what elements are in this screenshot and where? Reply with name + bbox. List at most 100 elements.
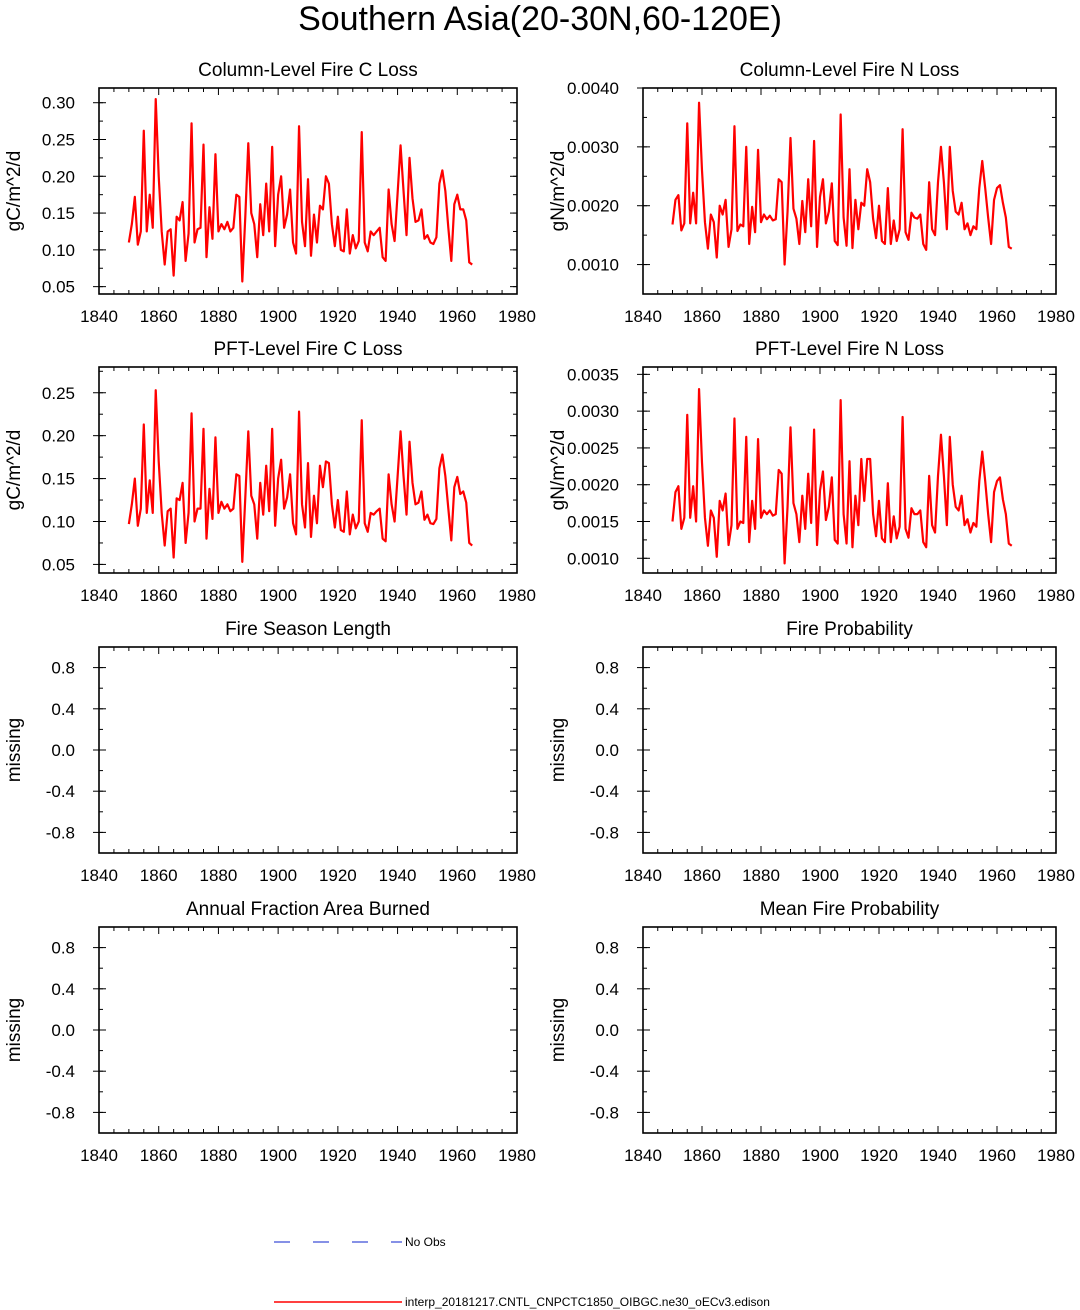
y-tick-label: 0.0030 [567, 138, 619, 157]
y-tick-label: -0.8 [590, 823, 619, 842]
y-tick-label: 0.0035 [567, 365, 619, 384]
y-tick-label: 0.10 [42, 241, 75, 260]
y-axis-label: missing [4, 718, 25, 782]
chart-title: Column-Level Fire N Loss [740, 60, 960, 81]
x-tick-label: 1860 [683, 866, 721, 885]
x-tick-label: 1940 [379, 586, 417, 605]
chart-title: Column-Level Fire C Loss [198, 60, 418, 81]
y-tick-label: 0.0020 [567, 476, 619, 495]
legend-obs-label: No Obs [405, 1235, 446, 1249]
y-tick-label: 0.4 [51, 980, 75, 999]
x-tick-label: 1880 [200, 586, 238, 605]
y-axis-label: gC/m^2/d [4, 430, 25, 511]
x-tick-label: 1840 [80, 866, 118, 885]
legend: No Obs interp_20181217.CNTL_CNPCTC1850_O… [274, 1235, 770, 1309]
y-tick-label: 0.0030 [567, 402, 619, 421]
chart-panel-1: Column-Level Fire C Loss gC/m^2/d 1840 1860… [4, 60, 536, 326]
x-tick-label: 1840 [624, 586, 662, 605]
x-tick-label: 1880 [742, 307, 780, 326]
y-tick-label: 0.0015 [567, 513, 619, 532]
y-tick-label: 0.4 [595, 700, 619, 719]
x-tick-label: 1920 [319, 866, 357, 885]
y-tick-label: 0.0010 [567, 256, 619, 275]
y-tick-label: -0.8 [46, 823, 75, 842]
chart-panel-4: PFT-Level Fire N Loss gN/m^2/d 1840 1860 188… [548, 339, 1075, 605]
plot-frame [642, 366, 1057, 574]
chart-title: Annual Fraction Area Burned [186, 899, 430, 920]
y-tick-label: 0.30 [42, 94, 75, 113]
y-tick-label: 0.8 [595, 659, 619, 678]
chart-panel-7: Annual Fraction Area Burned missing 1840 18… [4, 899, 536, 1165]
x-tick-label: 1860 [140, 1146, 178, 1165]
x-tick-label: 1920 [860, 866, 898, 885]
x-tick-label: 1920 [319, 307, 357, 326]
chart-title: Fire Season Length [225, 619, 391, 640]
x-tick-label: 1880 [742, 1146, 780, 1165]
y-tick-label: 0.8 [51, 939, 75, 958]
x-tick-label: 1940 [379, 1146, 417, 1165]
x-tick-label: 1860 [683, 307, 721, 326]
x-tick-label: 1860 [140, 307, 178, 326]
y-tick-label: 0.05 [42, 278, 75, 297]
x-tick-label: 1900 [259, 307, 297, 326]
panels: Column-Level Fire C Loss gC/m^2/d 1840 1860… [4, 60, 1075, 1165]
chart-title: Fire Probability [786, 619, 913, 640]
x-tick-label: 1980 [1037, 307, 1075, 326]
y-tick-label: 0.15 [42, 204, 75, 223]
plot-frame [642, 926, 1057, 1134]
y-tick-label: -0.8 [46, 1103, 75, 1122]
y-tick-label: 0.0 [51, 741, 75, 760]
y-tick-label: 0.0020 [567, 197, 619, 216]
x-tick-label: 1960 [438, 866, 476, 885]
x-tick-label: 1920 [319, 1146, 357, 1165]
y-tick-label: 0.15 [42, 470, 75, 489]
x-tick-label: 1940 [379, 866, 417, 885]
y-tick-label: 0.0025 [567, 439, 619, 458]
chart-panel-6: Fire Probability missing 1840 1860 1880 1900 1… [548, 619, 1075, 885]
y-tick-label: -0.4 [46, 1062, 75, 1081]
y-tick-label: 0.0 [595, 1021, 619, 1040]
chart-title: PFT-Level Fire C Loss [214, 339, 403, 360]
y-tick-label: 0.0040 [567, 79, 619, 98]
y-tick-label: -0.8 [590, 1103, 619, 1122]
y-axis-label: gC/m^2/d [4, 151, 25, 232]
plot-frame [642, 87, 1057, 295]
x-tick-label: 1940 [919, 307, 957, 326]
x-tick-label: 1840 [80, 307, 118, 326]
x-tick-label: 1880 [200, 307, 238, 326]
x-tick-label: 1980 [498, 866, 536, 885]
x-tick-label: 1860 [140, 866, 178, 885]
x-tick-label: 1920 [860, 586, 898, 605]
x-tick-label: 1860 [140, 586, 178, 605]
x-tick-label: 1860 [683, 1146, 721, 1165]
x-tick-label: 1960 [438, 307, 476, 326]
x-tick-label: 1900 [801, 307, 839, 326]
chart-title: PFT-Level Fire N Loss [755, 339, 944, 360]
chart-panel-3: PFT-Level Fire C Loss gC/m^2/d 1840 1860 188… [4, 339, 536, 605]
x-tick-label: 1900 [259, 866, 297, 885]
x-tick-label: 1940 [919, 866, 957, 885]
x-tick-label: 1920 [319, 586, 357, 605]
page-title: Southern Asia(20-30N,60-120E) [298, 0, 782, 38]
series-line [671, 101, 1013, 266]
legend-model-label: interp_20181217.CNTL_CNPCTC1850_OIBGC.ne… [405, 1295, 770, 1309]
x-tick-label: 1980 [498, 1146, 536, 1165]
x-tick-label: 1840 [80, 586, 118, 605]
y-tick-label: -0.4 [590, 782, 619, 801]
y-tick-label: 0.0010 [567, 549, 619, 568]
x-tick-label: 1980 [498, 586, 536, 605]
x-tick-label: 1960 [978, 586, 1016, 605]
chart-panel-8: Mean Fire Probability missing 1840 1860 1880… [548, 899, 1075, 1165]
y-tick-label: 0.8 [51, 659, 75, 678]
x-tick-label: 1980 [1037, 586, 1075, 605]
series-line [127, 389, 473, 563]
y-tick-label: 0.4 [51, 700, 75, 719]
x-tick-label: 1860 [683, 586, 721, 605]
y-tick-label: 0.25 [42, 131, 75, 150]
x-tick-label: 1900 [801, 586, 839, 605]
x-tick-label: 1900 [259, 1146, 297, 1165]
y-tick-label: -0.4 [590, 1062, 619, 1081]
y-axis-label: missing [548, 718, 569, 782]
x-tick-label: 1840 [624, 307, 662, 326]
y-tick-label: 0.4 [595, 980, 619, 999]
